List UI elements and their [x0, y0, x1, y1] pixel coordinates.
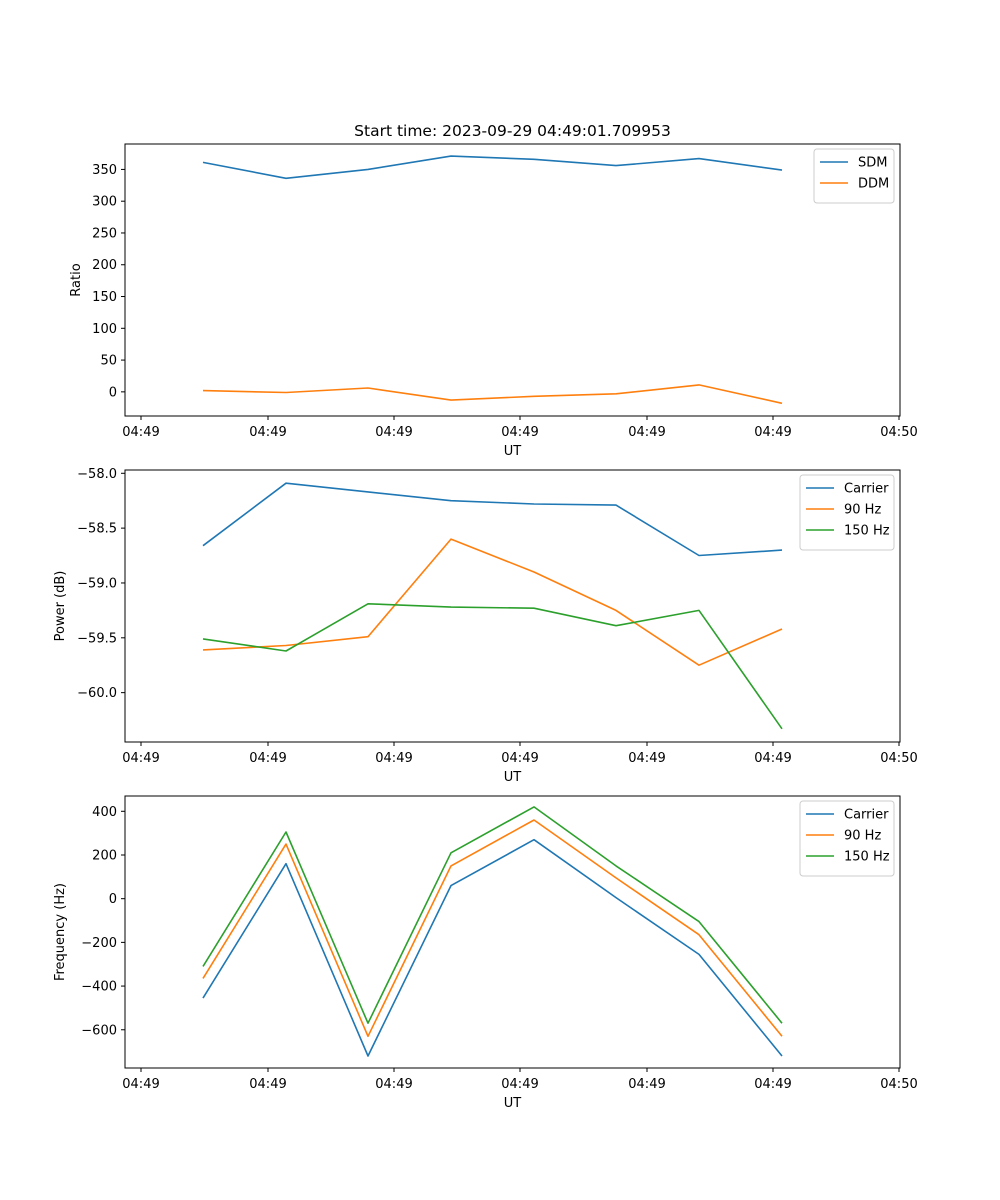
series-line-sdm [202, 155, 783, 180]
y-axis-label: Power (dB) [53, 571, 68, 642]
y-tick-label: 400 [92, 805, 117, 820]
axes-frame [124, 143, 901, 417]
y-tick-label: 150 [92, 290, 117, 305]
y-tick-label: −58.5 [77, 522, 117, 537]
axes-frame [124, 469, 901, 743]
y-tick-label: 200 [92, 258, 117, 273]
y-tick-label: −58.0 [77, 467, 117, 482]
x-axis-label: UT [504, 444, 522, 459]
x-tick-label: 04:49 [628, 1077, 665, 1092]
legend: SDM DDM [813, 148, 895, 204]
x-tick-label: 04:49 [375, 1077, 412, 1092]
x-tick-label: 04:50 [880, 751, 917, 766]
y-tick-label: 300 [92, 195, 117, 210]
figure-title: Start time: 2023-09-29 04:49:01.709953 [354, 122, 671, 140]
y-tick-label: −59.0 [77, 576, 117, 591]
y-tick-label: 0 [109, 892, 117, 907]
y-tick-label: −60.0 [77, 686, 117, 701]
y-tick-label: 350 [92, 163, 117, 178]
legend-label: Carrier [844, 482, 889, 497]
x-tick-label: 04:49 [754, 425, 791, 440]
legend-label: DDM [858, 177, 889, 192]
axes-frame [124, 795, 901, 1069]
y-tick-label: 50 [100, 354, 117, 369]
legend: Carrier 90 Hz 150 Hz [799, 474, 895, 551]
x-tick-label: 04:50 [880, 1077, 917, 1092]
x-tick-label: 04:49 [122, 425, 159, 440]
chart-panel-1: 04:49 04:49 04:49 04:49 04:49 04:49 04:50 0 50 10… [69, 143, 918, 459]
legend-label: 150 Hz [844, 524, 890, 539]
y-tick-label: 100 [92, 322, 117, 337]
x-tick-label: 04:49 [375, 751, 412, 766]
x-tick-label: 04:49 [754, 751, 791, 766]
x-tick-label: 04:49 [375, 425, 412, 440]
y-tick-label: 200 [92, 848, 117, 863]
legend-label: 150 Hz [844, 850, 890, 865]
x-tick-label: 04:49 [501, 1077, 538, 1092]
x-tick-label: 04:49 [122, 751, 159, 766]
x-tick-label: 04:49 [501, 425, 538, 440]
y-tick-label: −600 [81, 1023, 117, 1038]
x-tick-label: 04:49 [501, 751, 538, 766]
legend-box [799, 800, 895, 877]
x-tick-label: 04:49 [249, 425, 286, 440]
legend-box [799, 474, 895, 551]
chart-panel-3: 04:49 04:49 04:49 04:49 04:49 04:49 04:50 −600 −… [53, 795, 918, 1111]
x-tick-label: 04:50 [880, 425, 917, 440]
y-tick-label: 0 [109, 385, 117, 400]
y-tick-label: 250 [92, 226, 117, 241]
x-tick-label: 04:49 [628, 425, 665, 440]
legend: Carrier 90 Hz 150 Hz [799, 800, 895, 877]
chart-panel-2: 04:49 04:49 04:49 04:49 04:49 04:49 04:50 −60.0… [53, 467, 918, 785]
y-tick-label: −200 [81, 936, 117, 951]
legend-label: SDM [858, 156, 887, 171]
x-tick-label: 04:49 [122, 1077, 159, 1092]
series-line-carrier [202, 838, 783, 1057]
y-axis-label: Ratio [69, 263, 84, 296]
y-tick-label: −59.5 [77, 631, 117, 646]
y-axis-label: Frequency (Hz) [53, 883, 68, 981]
legend-label: Carrier [844, 808, 889, 823]
x-axis-label: UT [504, 1096, 522, 1111]
x-axis-label: UT [504, 770, 522, 785]
series-line-ddm [202, 384, 783, 405]
series-line-150-hz [202, 806, 783, 1025]
x-tick-label: 04:49 [249, 751, 286, 766]
legend-label: 90 Hz [844, 503, 881, 518]
legend-label: 90 Hz [844, 829, 881, 844]
x-tick-label: 04:49 [628, 751, 665, 766]
series-line-carrier [202, 482, 783, 557]
x-tick-label: 04:49 [754, 1077, 791, 1092]
x-tick-label: 04:49 [249, 1077, 286, 1092]
series-line-90-hz [202, 819, 783, 1038]
series-line-150-hz [202, 602, 783, 730]
y-tick-label: −400 [81, 980, 117, 995]
